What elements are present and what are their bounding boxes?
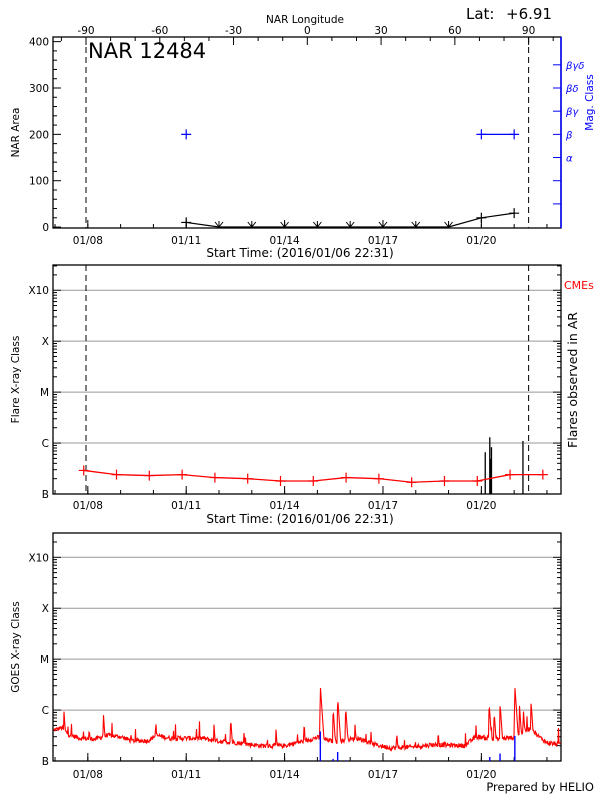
date-tick-label: 01/14 — [269, 235, 300, 247]
area-point — [509, 208, 520, 219]
y-tick-label: M — [40, 654, 49, 666]
date-tick-label: 01/08 — [73, 769, 103, 781]
area-point-zero — [247, 221, 257, 228]
flare-class-point — [439, 475, 450, 486]
mag-class-point — [181, 129, 192, 140]
area-point — [181, 217, 192, 228]
y-tick-label: X10 — [28, 285, 49, 297]
flare-class-point — [144, 470, 155, 481]
mag-class-tick-label: βγ — [565, 107, 579, 118]
date-tick-label: 01/11 — [171, 769, 201, 781]
y-tick-label: M — [40, 387, 49, 399]
region-title: NAR 12484 — [88, 39, 206, 63]
y-tick-label: 400 — [29, 37, 49, 49]
longitude-axis-label: NAR Longitude — [266, 14, 344, 26]
y-tick-label: 0 — [42, 222, 49, 234]
mag-class-tick-label: β — [565, 130, 573, 141]
y-tick-label: B — [42, 489, 49, 501]
y-tick-label: X — [42, 603, 49, 615]
longitude-tick-label: 90 — [522, 25, 535, 37]
date-tick-label: 01/14 — [269, 769, 300, 781]
flare-class-point — [537, 469, 548, 480]
date-tick-label: 01/17 — [368, 235, 398, 247]
flare-class-point — [308, 475, 319, 486]
goes-flux-line — [53, 687, 561, 752]
flares-observed-label: Flares observed in AR — [565, 312, 580, 448]
date-tick-label: 01/11 — [171, 235, 201, 247]
x-axis-label: Start Time: (2016/01/06 22:31) — [206, 246, 393, 260]
area-point-zero — [312, 221, 322, 228]
date-tick-label: 01/20 — [466, 235, 496, 247]
date-tick-label: 01/11 — [171, 500, 201, 512]
date-tick-label: 01/08 — [73, 500, 103, 512]
flare-class-point — [209, 472, 220, 483]
flare-class-point — [505, 469, 516, 480]
longitude-tick-label: -90 — [77, 25, 94, 37]
prepared-by-label: Prepared by HELIO — [486, 780, 594, 794]
date-tick-label: 01/14 — [269, 500, 300, 512]
y-axis-label: Flare X-ray Class — [10, 336, 22, 424]
area-point-zero — [280, 221, 289, 228]
goes-plot-frame — [52, 532, 562, 762]
y-tick-label: C — [42, 438, 49, 450]
longitude-tick-label: -60 — [151, 25, 168, 37]
area-point-zero — [444, 221, 453, 228]
area-point-zero — [214, 221, 224, 228]
y-axis-label: NAR Area — [10, 108, 22, 158]
latitude-value: +6.91 — [506, 5, 552, 23]
flare-class-point — [111, 469, 122, 480]
area-point-zero — [345, 221, 355, 228]
nar-plot-frame — [52, 36, 562, 229]
area-point — [476, 212, 487, 223]
flare-class-point — [472, 475, 483, 486]
flare-class-point — [177, 469, 188, 480]
flare-class-point — [373, 473, 384, 484]
longitude-tick-label: 0 — [304, 25, 311, 37]
area-point-zero — [411, 221, 421, 228]
flare-class-point — [275, 475, 286, 486]
y-tick-label: X — [42, 336, 49, 348]
longitude-tick-label: -30 — [225, 25, 242, 37]
flare-class-point — [341, 472, 352, 483]
y-tick-label: 300 — [29, 83, 49, 95]
longitude-tick-label: 60 — [448, 25, 461, 37]
y-tick-label: 100 — [29, 176, 49, 188]
date-tick-label: 01/17 — [368, 500, 398, 512]
date-tick-label: 01/08 — [73, 235, 103, 247]
cme-legend-label: CMEs — [564, 279, 594, 292]
y-tick-label: B — [42, 756, 49, 768]
mag-class-tick-label: βγδ — [565, 61, 584, 72]
y-axis-label: GOES X-ray Class — [10, 601, 22, 692]
x-axis-label: Start Time: (2016/01/06 22:31) — [206, 512, 393, 526]
mag-class-axis-label: Mag. Class — [584, 74, 596, 130]
y-tick-label: 200 — [29, 129, 49, 141]
mag-class-tick-label: βδ — [565, 84, 579, 95]
date-tick-label: 01/20 — [466, 769, 496, 781]
flare-plot-frame — [52, 264, 562, 495]
flare-class-point — [406, 477, 417, 488]
flare-class-point — [242, 473, 253, 484]
longitude-tick-label: 30 — [374, 25, 387, 37]
latitude-label: Lat: — [466, 5, 494, 23]
mag-class-tick-label: α — [566, 154, 573, 165]
date-tick-label: 01/17 — [368, 769, 398, 781]
flare-class-point — [78, 465, 89, 476]
y-tick-label: X10 — [28, 552, 49, 564]
area-point-zero — [378, 221, 388, 228]
date-tick-label: 01/20 — [466, 500, 496, 512]
y-tick-label: C — [42, 705, 49, 717]
